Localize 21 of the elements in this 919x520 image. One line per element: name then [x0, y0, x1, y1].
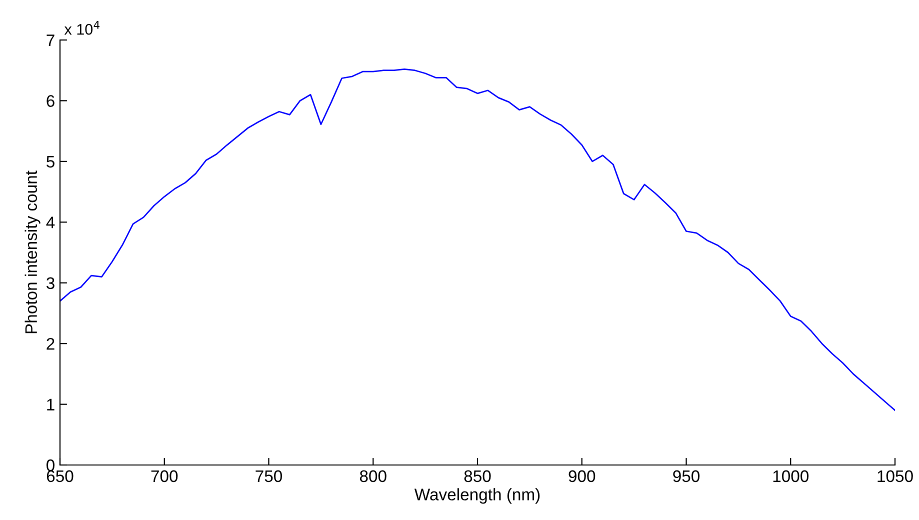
y-tick-label: 2: [46, 338, 54, 350]
y-tick-label: 4: [46, 216, 55, 228]
x-tick-label: 900: [568, 470, 596, 482]
y-tick-label: 0: [46, 459, 54, 472]
x-tick-label: 1050: [878, 470, 913, 482]
x-tick-label: 650: [46, 470, 74, 482]
y-tick-label: 1: [47, 398, 54, 410]
x-tick-label: 950: [673, 470, 700, 482]
y-axis-title: Photon intensity count: [24, 170, 40, 334]
x-tick-label: 850: [464, 470, 491, 482]
x-tick-label: 700: [151, 470, 178, 482]
x-tick-label: 750: [256, 470, 282, 482]
x-tick-label: 800: [360, 470, 386, 482]
line-series: [60, 68, 895, 412]
text: x 10$^{4}$: [64, 20, 100, 35]
x-axis-title: Wavelength (nm): [414, 488, 540, 504]
x-tick-label: 1000: [773, 470, 809, 482]
y-tick-label: 5: [46, 156, 54, 168]
y-tick-label: 6: [46, 95, 54, 107]
y-tick-label: 7: [46, 34, 54, 46]
y-tick-label: 3: [46, 277, 54, 290]
